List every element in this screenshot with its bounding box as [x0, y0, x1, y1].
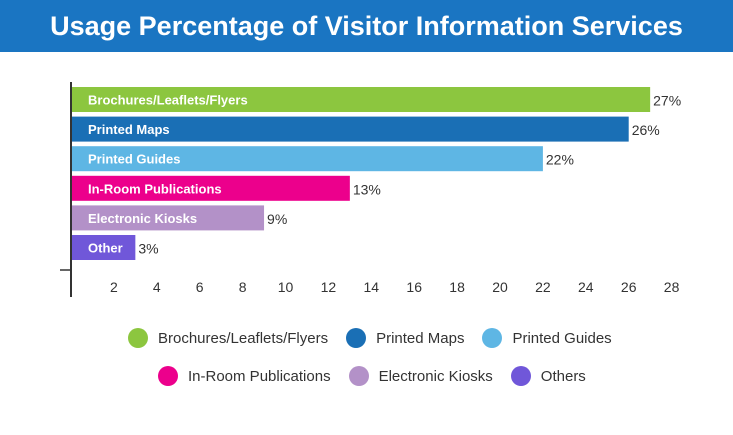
- legend-swatch: [158, 366, 178, 386]
- legend-swatch: [348, 366, 369, 386]
- x-tick-label-6: 6: [196, 279, 204, 295]
- x-tick-label-4: 4: [153, 279, 161, 295]
- legend-item: Others: [510, 366, 586, 386]
- legend-row: Brochures/Leaflets/Flyers Printed Maps Pri…: [128, 328, 630, 348]
- data-label-2: 26%: [632, 122, 660, 138]
- bar-5: [71, 205, 265, 231]
- x-tick-label-24: 24: [578, 279, 594, 295]
- bar-label-3: Printed Guides: [88, 152, 180, 167]
- legend-item: Electronic Kiosks: [348, 366, 493, 386]
- bar-label-5: Electronic Kiosks: [88, 211, 197, 226]
- legend-swatch: [482, 328, 503, 348]
- legend-label: In-Room Publications: [188, 367, 331, 385]
- chart-header: Usage Percentage of Visitor Information …: [0, 0, 733, 52]
- legend-label: Others: [540, 367, 586, 385]
- x-tick-label-28: 28: [664, 279, 680, 295]
- x-tick-label-18: 18: [449, 279, 465, 295]
- x-tick-label-22: 22: [535, 279, 551, 295]
- x-tick-label-12: 12: [321, 279, 337, 295]
- data-label-1: 27%: [653, 93, 681, 109]
- legend-swatch: [346, 328, 367, 348]
- bar-label-2: Printed Maps: [88, 122, 170, 137]
- bar-label-1: Brochures/Leaflets/Flyers: [88, 93, 248, 108]
- bar-6: [71, 235, 136, 260]
- x-tick-label-10: 10: [278, 279, 294, 295]
- bar-3: [71, 146, 543, 172]
- legend-item: Printed Maps: [346, 328, 464, 348]
- data-label-5: 9%: [267, 211, 287, 227]
- x-tick-label-20: 20: [492, 279, 508, 295]
- legend-item: Printed Guides: [482, 328, 612, 348]
- legend-swatch: [510, 366, 531, 386]
- legend-label: Brochures/Leaflets/Flyers: [158, 329, 329, 347]
- legend-label: Printed Maps: [376, 329, 465, 347]
- bar-1: [71, 87, 651, 112]
- x-tick-label-14: 14: [364, 279, 380, 295]
- legend-label: Printed Guides: [512, 329, 612, 347]
- x-tick-label-16: 16: [406, 279, 422, 295]
- data-label-6: 3%: [138, 241, 158, 257]
- bar-label-4: In-Room Publications: [88, 181, 222, 196]
- x-tick-label-8: 8: [239, 279, 247, 295]
- legend-label: Electronic Kiosks: [378, 367, 493, 385]
- legend-item: In-Room Publications: [158, 366, 331, 386]
- x-tick-label-26: 26: [621, 279, 637, 295]
- legend-item: Brochures/Leaflets/Flyers: [128, 328, 328, 348]
- x-tick-label-2: 2: [110, 279, 118, 295]
- legend-swatch: [128, 328, 148, 348]
- bar-2: [71, 116, 629, 142]
- bar-4: [71, 175, 350, 201]
- legend-row: In-Room Publications Electronic Kiosks Oth…: [158, 366, 604, 386]
- data-label-4: 13%: [353, 181, 381, 197]
- data-label-3: 22%: [546, 152, 574, 168]
- bar-label-6: Other: [88, 241, 123, 256]
- chart-title: Usage Percentage of Visitor Information …: [50, 11, 683, 41]
- bar-chart: Brochures/Leaflets/Flyers 27% Printed Maps…: [60, 82, 681, 297]
